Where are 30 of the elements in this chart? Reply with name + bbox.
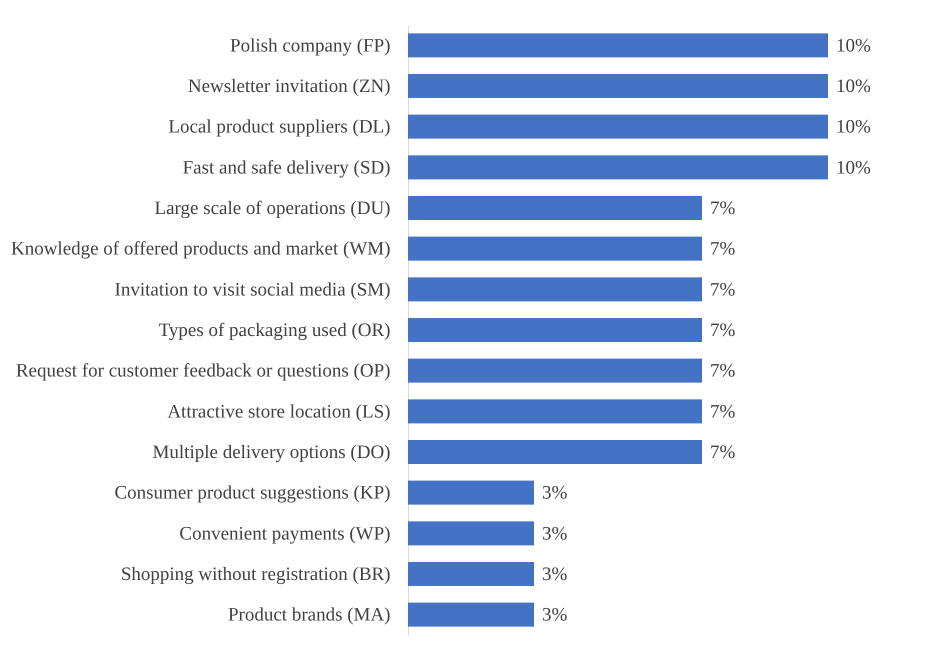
y-tick-label: Attractive store location (LS) xyxy=(167,401,390,422)
data-label: 7% xyxy=(710,238,736,260)
y-tick-label: Shopping without registration (BR) xyxy=(120,564,390,585)
y-tick-label: Product brands (MA) xyxy=(228,604,390,626)
data-label: 3% xyxy=(542,523,568,544)
data-label: 10% xyxy=(836,116,871,138)
data-label: 3% xyxy=(542,564,568,585)
data-label: 7% xyxy=(710,360,736,382)
data-label: 3% xyxy=(542,482,568,504)
y-tick-label: Request for customer feedback or questions (OP) xyxy=(16,360,390,382)
data-label: 10% xyxy=(836,157,871,178)
data-label: 7% xyxy=(710,401,736,422)
data-label: 10% xyxy=(836,76,871,97)
y-tick-label: Consumer product suggestions (KP) xyxy=(114,482,390,504)
data-label: 7% xyxy=(710,320,736,341)
y-tick-label: Polish company (FP) xyxy=(230,35,390,56)
y-tick-label: Types of packaging used (OR) xyxy=(158,320,390,341)
y-tick-label: Knowledge of offered products and market (WM) xyxy=(10,238,390,260)
y-tick-label: Convenient payments (WP) xyxy=(179,523,390,544)
y-tick-label: Large scale of operations (DU) xyxy=(154,198,390,219)
y-tick-label: Multiple delivery options (DO) xyxy=(152,442,390,463)
data-label: 7% xyxy=(710,279,736,300)
data-label: 3% xyxy=(542,604,568,626)
y-tick-label: Fast and safe delivery (SD) xyxy=(182,157,390,178)
data-label: 10% xyxy=(836,35,871,56)
y-tick-label: Newsletter invitation (ZN) xyxy=(188,76,390,97)
data-label: 7% xyxy=(710,198,736,219)
data-label: 7% xyxy=(710,442,736,463)
y-tick-label: Local product suppliers (DL) xyxy=(168,116,390,138)
y-tick-label: Invitation to visit social media (SM) xyxy=(114,279,390,300)
